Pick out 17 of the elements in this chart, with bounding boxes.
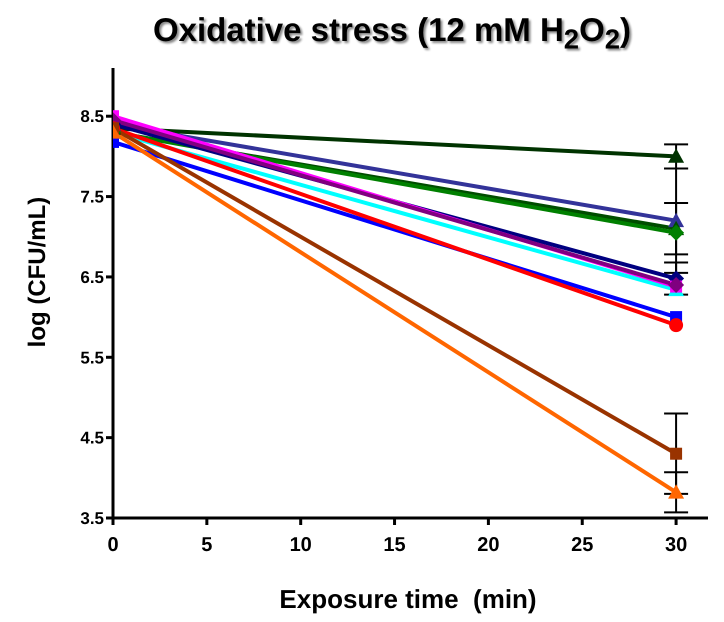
y-axis-title: log (CFU/mL) (24, 196, 52, 350)
x-tick-label: 0 (107, 534, 119, 556)
x-tick-label: 25 (571, 534, 594, 556)
x-tick-label: 5 (201, 534, 212, 556)
x-tick-label: 20 (477, 534, 500, 556)
y-tick-label: 6.5 (80, 268, 104, 287)
y-tick-label: 3.5 (80, 509, 104, 528)
y-tick-label: 5.5 (80, 348, 104, 368)
x-tick-label: 15 (383, 534, 406, 556)
x-tick-label: 30 (664, 534, 688, 556)
chart-title: Oxidative stress (12 mM H$_{2}$O$_{2}$) (152, 10, 632, 57)
y-tick-label: 8.5 (80, 107, 104, 126)
point (669, 318, 684, 332)
y-tick-label: 4.5 (80, 428, 104, 448)
y-tick-label: 7.5 (80, 188, 104, 207)
x-axis-title: Exposure time (min) (278, 584, 538, 615)
x-tick-label: 10 (290, 534, 312, 556)
